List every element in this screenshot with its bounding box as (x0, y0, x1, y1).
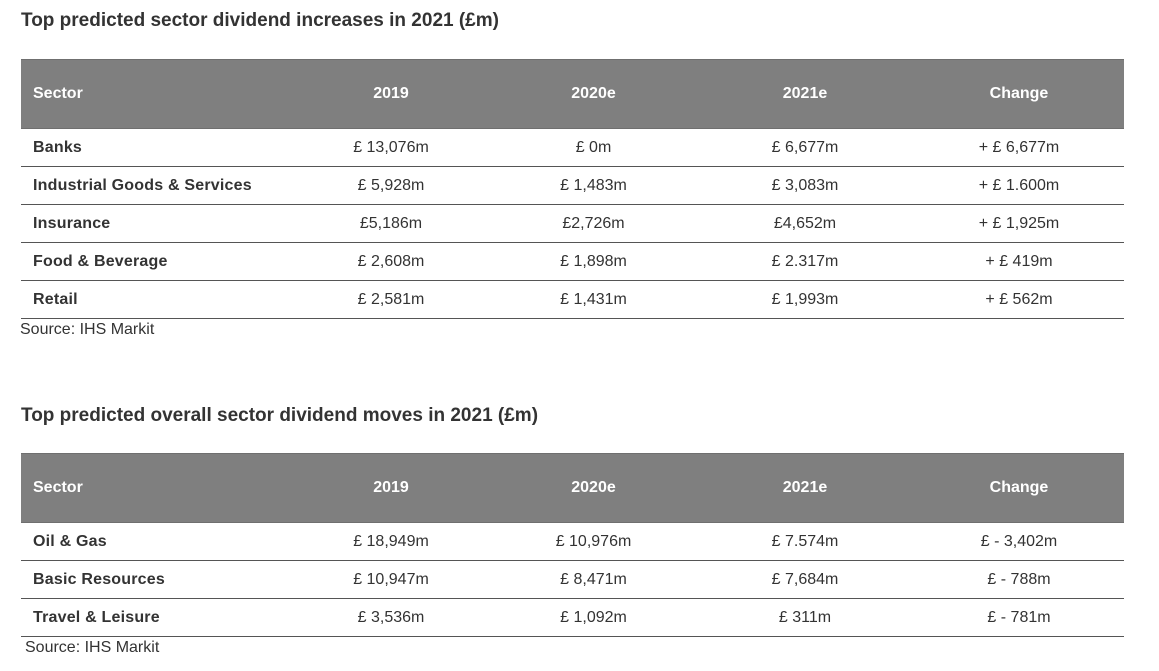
table-row: Food & Beverage £ 2,608m £ 1,898m £ 2.31… (21, 242, 1124, 281)
value-2019-cell: £ 3,536m (291, 598, 491, 637)
column-header-2021e: 2021e (696, 59, 914, 129)
value-2020e-cell: £ 10,976m (491, 522, 696, 561)
dividend-moves-table: Sector 2019 2020e 2021e Change Oil & Gas… (21, 453, 1124, 637)
sector-cell: Banks (21, 128, 291, 167)
change-cell: £ - 788m (914, 560, 1124, 599)
column-header-sector: Sector (21, 453, 291, 523)
change-cell: + £ 6,677m (914, 128, 1124, 167)
sector-cell: Oil & Gas (21, 522, 291, 561)
value-2021e-cell: £ 311m (696, 598, 914, 637)
value-2020e-cell: £2,726m (491, 204, 696, 243)
sector-cell: Food & Beverage (21, 242, 291, 281)
table-row: Travel & Leisure £ 3,536m £ 1,092m £ 311… (21, 598, 1124, 637)
change-cell: £ - 3,402m (914, 522, 1124, 561)
dividend-increases-table: Sector 2019 2020e 2021e Change Banks £ 1… (21, 59, 1124, 319)
value-2020e-cell: £ 1,431m (491, 280, 696, 319)
table-header-row: Sector 2019 2020e 2021e Change (21, 59, 1124, 129)
value-2021e-cell: £4,652m (696, 204, 914, 243)
sector-cell: Travel & Leisure (21, 598, 291, 637)
value-2021e-cell: £ 1,993m (696, 280, 914, 319)
value-2021e-cell: £ 2.317m (696, 242, 914, 281)
value-2019-cell: £5,186m (291, 204, 491, 243)
value-2019-cell: £ 18,949m (291, 522, 491, 561)
column-header-change: Change (914, 453, 1124, 523)
table-row: Insurance £5,186m £2,726m £4,652m + £ 1,… (21, 204, 1124, 243)
table-row: Industrial Goods & Services £ 5,928m £ 1… (21, 166, 1124, 205)
value-2019-cell: £ 5,928m (291, 166, 491, 205)
value-2021e-cell: £ 7.574m (696, 522, 914, 561)
column-header-2020e: 2020e (491, 59, 696, 129)
sector-cell: Industrial Goods & Services (21, 166, 291, 205)
column-header-2020e: 2020e (491, 453, 696, 523)
table-row: Retail £ 2,581m £ 1,431m £ 1,993m + £ 56… (21, 280, 1124, 319)
change-cell: £ - 781m (914, 598, 1124, 637)
value-2020e-cell: £ 8,471m (491, 560, 696, 599)
change-cell: + £ 1,925m (914, 204, 1124, 243)
column-header-sector: Sector (21, 59, 291, 129)
value-2020e-cell: £ 1,483m (491, 166, 696, 205)
value-2021e-cell: £ 3,083m (696, 166, 914, 205)
value-2021e-cell: £ 6,677m (696, 128, 914, 167)
value-2019-cell: £ 10,947m (291, 560, 491, 599)
table1-title: Top predicted sector dividend increases … (21, 10, 499, 31)
sector-cell: Retail (21, 280, 291, 319)
change-cell: + £ 562m (914, 280, 1124, 319)
value-2020e-cell: £ 0m (491, 128, 696, 167)
value-2021e-cell: £ 7,684m (696, 560, 914, 599)
sector-cell: Basic Resources (21, 560, 291, 599)
table-row: Basic Resources £ 10,947m £ 8,471m £ 7,6… (21, 560, 1124, 599)
table2-title: Top predicted overall sector dividend mo… (21, 405, 539, 426)
table2-source: Source: IHS Markit (25, 639, 160, 656)
table-header-row: Sector 2019 2020e 2021e Change (21, 453, 1124, 523)
table1-source: Source: IHS Markit (20, 321, 155, 338)
column-header-2019: 2019 (291, 453, 491, 523)
value-2019-cell: £ 13,076m (291, 128, 491, 167)
change-cell: + £ 1.600m (914, 166, 1124, 205)
table-row: Oil & Gas £ 18,949m £ 10,976m £ 7.574m £… (21, 522, 1124, 561)
column-header-change: Change (914, 59, 1124, 129)
column-header-2021e: 2021e (696, 453, 914, 523)
table-row: Banks £ 13,076m £ 0m £ 6,677m + £ 6,677m (21, 128, 1124, 167)
value-2019-cell: £ 2,608m (291, 242, 491, 281)
value-2020e-cell: £ 1,092m (491, 598, 696, 637)
column-header-2019: 2019 (291, 59, 491, 129)
sector-cell: Insurance (21, 204, 291, 243)
change-cell: + £ 419m (914, 242, 1124, 281)
value-2020e-cell: £ 1,898m (491, 242, 696, 281)
value-2019-cell: £ 2,581m (291, 280, 491, 319)
